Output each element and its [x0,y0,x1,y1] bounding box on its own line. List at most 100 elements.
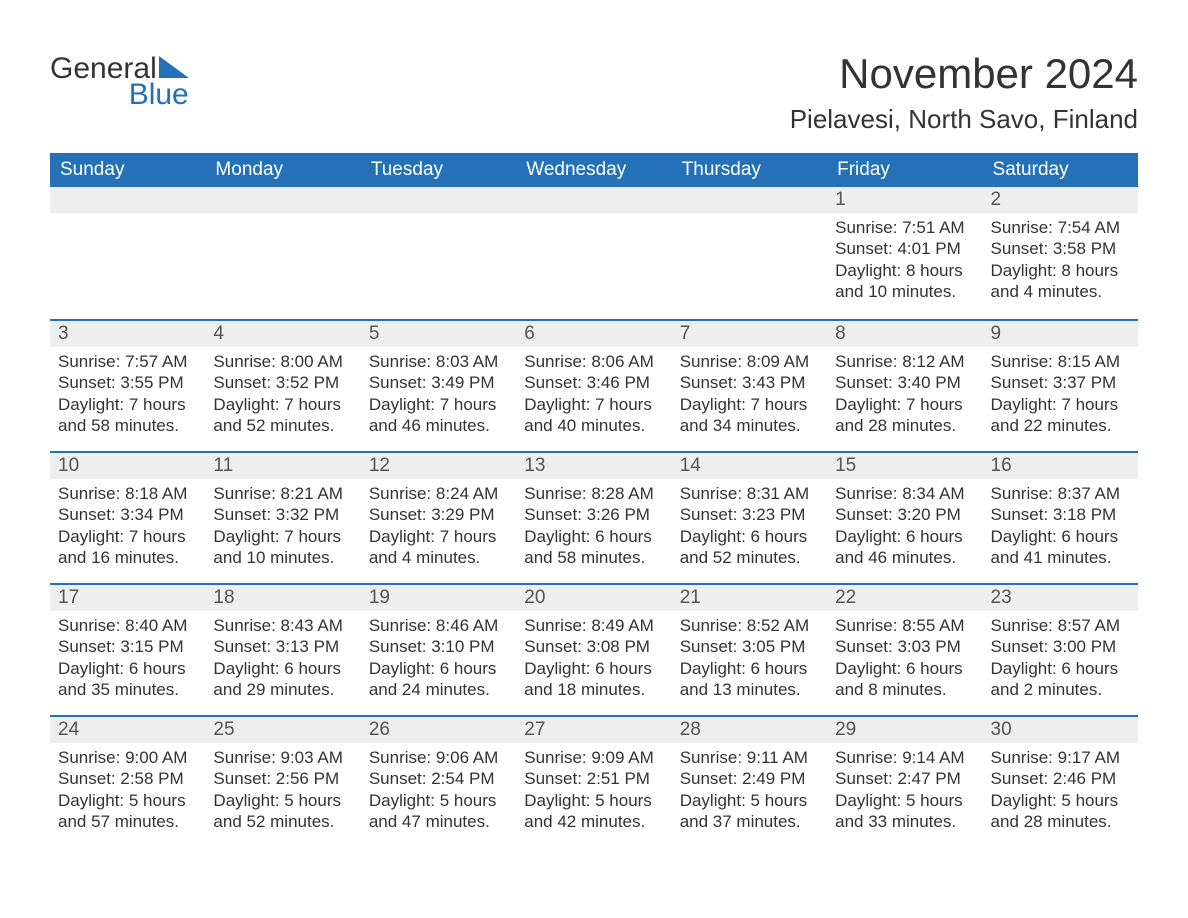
day-sunrise: Sunrise: 8:49 AM [524,615,663,636]
day-daylight1: Daylight: 5 hours [213,790,352,811]
day-daylight1: Daylight: 8 hours [835,260,974,281]
day-daylight1: Daylight: 7 hours [369,394,508,415]
day-daylight1: Daylight: 5 hours [680,790,819,811]
day-daylight2: and 13 minutes. [680,679,819,700]
day-cell: 1Sunrise: 7:51 AMSunset: 4:01 PMDaylight… [827,187,982,319]
day-daylight2: and 22 minutes. [991,415,1130,436]
day-sunrise: Sunrise: 7:51 AM [835,217,974,238]
day-daylight2: and 46 minutes. [835,547,974,568]
day-number: 28 [672,717,827,743]
day-sunset: Sunset: 3:18 PM [991,504,1130,525]
day-daylight1: Daylight: 5 hours [991,790,1130,811]
day-sunset: Sunset: 3:43 PM [680,372,819,393]
day-daylight2: and 29 minutes. [213,679,352,700]
day-sunset: Sunset: 3:58 PM [991,238,1130,259]
day-daylight1: Daylight: 6 hours [835,658,974,679]
empty-day-bar [50,187,205,213]
day-daylight2: and 40 minutes. [524,415,663,436]
day-sunrise: Sunrise: 8:03 AM [369,351,508,372]
month-title: November 2024 [790,50,1138,98]
day-daylight2: and 46 minutes. [369,415,508,436]
day-daylight1: Daylight: 6 hours [680,526,819,547]
day-cell: 4Sunrise: 8:00 AMSunset: 3:52 PMDaylight… [205,321,360,451]
day-sunrise: Sunrise: 8:24 AM [369,483,508,504]
day-sunrise: Sunrise: 9:00 AM [58,747,197,768]
day-daylight2: and 8 minutes. [835,679,974,700]
day-cell: 27Sunrise: 9:09 AMSunset: 2:51 PMDayligh… [516,717,671,847]
day-number: 4 [205,321,360,347]
day-sunset: Sunset: 3:34 PM [58,504,197,525]
day-cell: 16Sunrise: 8:37 AMSunset: 3:18 PMDayligh… [983,453,1138,583]
week-row: 10Sunrise: 8:18 AMSunset: 3:34 PMDayligh… [50,451,1138,583]
day-sunrise: Sunrise: 9:03 AM [213,747,352,768]
day-cell: 22Sunrise: 8:55 AMSunset: 3:03 PMDayligh… [827,585,982,715]
day-cell: 17Sunrise: 8:40 AMSunset: 3:15 PMDayligh… [50,585,205,715]
day-sunset: Sunset: 3:23 PM [680,504,819,525]
day-cell: 12Sunrise: 8:24 AMSunset: 3:29 PMDayligh… [361,453,516,583]
day-cell [361,187,516,319]
day-sunset: Sunset: 3:08 PM [524,636,663,657]
day-cell: 11Sunrise: 8:21 AMSunset: 3:32 PMDayligh… [205,453,360,583]
day-sunset: Sunset: 2:51 PM [524,768,663,789]
day-cell: 13Sunrise: 8:28 AMSunset: 3:26 PMDayligh… [516,453,671,583]
day-daylight2: and 52 minutes. [213,811,352,832]
day-cell: 19Sunrise: 8:46 AMSunset: 3:10 PMDayligh… [361,585,516,715]
empty-day-bar [672,187,827,213]
day-content: Sunrise: 8:03 AMSunset: 3:49 PMDaylight:… [361,347,516,446]
day-content: Sunrise: 8:43 AMSunset: 3:13 PMDaylight:… [205,611,360,710]
day-sunset: Sunset: 3:37 PM [991,372,1130,393]
day-number: 13 [516,453,671,479]
weekday-header-cell: Tuesday [361,153,516,187]
day-sunset: Sunset: 2:58 PM [58,768,197,789]
day-number: 20 [516,585,671,611]
day-sunrise: Sunrise: 8:55 AM [835,615,974,636]
day-daylight1: Daylight: 7 hours [213,394,352,415]
day-cell: 8Sunrise: 8:12 AMSunset: 3:40 PMDaylight… [827,321,982,451]
day-cell: 20Sunrise: 8:49 AMSunset: 3:08 PMDayligh… [516,585,671,715]
day-sunset: Sunset: 3:26 PM [524,504,663,525]
day-content: Sunrise: 8:49 AMSunset: 3:08 PMDaylight:… [516,611,671,710]
weekday-header-cell: Saturday [983,153,1138,187]
day-number: 12 [361,453,516,479]
day-sunrise: Sunrise: 8:06 AM [524,351,663,372]
day-content: Sunrise: 8:21 AMSunset: 3:32 PMDaylight:… [205,479,360,578]
day-content: Sunrise: 9:09 AMSunset: 2:51 PMDaylight:… [516,743,671,842]
day-content: Sunrise: 8:31 AMSunset: 3:23 PMDaylight:… [672,479,827,578]
day-content: Sunrise: 9:14 AMSunset: 2:47 PMDaylight:… [827,743,982,842]
day-daylight1: Daylight: 5 hours [835,790,974,811]
day-cell: 3Sunrise: 7:57 AMSunset: 3:55 PMDaylight… [50,321,205,451]
day-daylight1: Daylight: 8 hours [991,260,1130,281]
day-number: 8 [827,321,982,347]
empty-day-bar [516,187,671,213]
day-daylight2: and 52 minutes. [213,415,352,436]
day-daylight1: Daylight: 7 hours [213,526,352,547]
day-content: Sunrise: 8:52 AMSunset: 3:05 PMDaylight:… [672,611,827,710]
day-content: Sunrise: 7:57 AMSunset: 3:55 PMDaylight:… [50,347,205,446]
day-daylight2: and 42 minutes. [524,811,663,832]
day-number: 25 [205,717,360,743]
day-number: 3 [50,321,205,347]
day-content: Sunrise: 8:34 AMSunset: 3:20 PMDaylight:… [827,479,982,578]
day-content: Sunrise: 7:54 AMSunset: 3:58 PMDaylight:… [983,213,1138,312]
day-sunrise: Sunrise: 8:31 AM [680,483,819,504]
weekday-header-cell: Sunday [50,153,205,187]
day-cell: 25Sunrise: 9:03 AMSunset: 2:56 PMDayligh… [205,717,360,847]
day-content: Sunrise: 8:40 AMSunset: 3:15 PMDaylight:… [50,611,205,710]
day-daylight2: and 58 minutes. [58,415,197,436]
day-cell [205,187,360,319]
day-daylight1: Daylight: 6 hours [835,526,974,547]
day-daylight2: and 2 minutes. [991,679,1130,700]
day-sunset: Sunset: 3:29 PM [369,504,508,525]
day-daylight2: and 34 minutes. [680,415,819,436]
day-sunrise: Sunrise: 8:34 AM [835,483,974,504]
day-cell: 24Sunrise: 9:00 AMSunset: 2:58 PMDayligh… [50,717,205,847]
day-sunrise: Sunrise: 8:40 AM [58,615,197,636]
day-sunrise: Sunrise: 9:14 AM [835,747,974,768]
day-daylight2: and 41 minutes. [991,547,1130,568]
day-daylight1: Daylight: 7 hours [58,526,197,547]
day-sunset: Sunset: 3:13 PM [213,636,352,657]
day-content: Sunrise: 8:46 AMSunset: 3:10 PMDaylight:… [361,611,516,710]
day-sunset: Sunset: 3:46 PM [524,372,663,393]
day-content: Sunrise: 7:51 AMSunset: 4:01 PMDaylight:… [827,213,982,312]
logo: General Blue [50,50,189,110]
